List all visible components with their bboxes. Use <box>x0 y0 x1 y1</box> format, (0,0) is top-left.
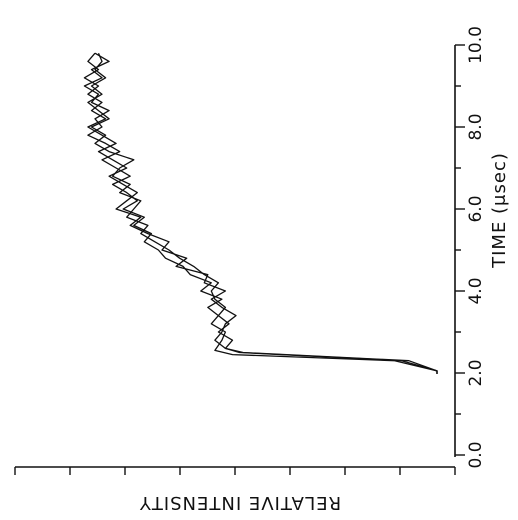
time-axis: 0.0 2.0 4.0 6.0 8.0 10.0 <box>454 26 486 469</box>
time-tick-label: 0.0 <box>466 441 486 468</box>
time-axis-label: TIME (μsec) <box>489 152 510 269</box>
series-line-2 <box>83 52 438 374</box>
time-tick-label: 6.0 <box>466 195 486 222</box>
intensity-axis <box>14 466 456 475</box>
series-group <box>83 52 438 374</box>
time-tick-label: 8.0 <box>466 113 486 140</box>
series-line-1 <box>87 52 438 374</box>
series-line-3 <box>83 52 438 374</box>
time-tick-label: 10.0 <box>466 26 486 64</box>
time-tick-label: 2.0 <box>466 359 486 386</box>
intensity-axis-label: RELATIVE INTENSITY <box>139 492 341 513</box>
time-tick-label: 4.0 <box>466 277 486 304</box>
